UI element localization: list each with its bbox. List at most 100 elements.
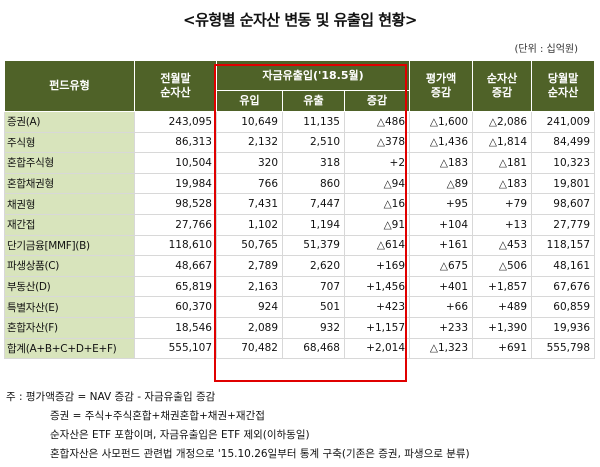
table-cell: 2,510 — [282, 131, 345, 154]
table-row: 단기금융[MMF](B) 118,610 50,765 51,379 △614 +161 △… — [4, 234, 596, 257]
table-row: 파생상품(C) 48,667 2,789 2,620 +169 △675 △506 48,16… — [4, 255, 596, 277]
table-cell: △378 — [343, 131, 411, 154]
table-cell: △16 — [343, 193, 411, 215]
note-line: 주 : 평가액증감 = NAV 증감 - 자금유출입 증감 — [6, 391, 216, 403]
table-cell: 98,528 — [134, 193, 217, 215]
table-cell: 318 — [282, 152, 345, 174]
table-cell: +13 — [472, 213, 533, 236]
table-row: 재간접 27,766 1,102 1,194 △91 +104 +13 27,779 — [4, 213, 596, 236]
table-cell: +169 — [343, 255, 411, 277]
table-cell: 19,984 — [134, 172, 217, 195]
table-cell: 860 — [282, 172, 345, 195]
header-net-change: 증감 — [343, 90, 411, 112]
table-cell: △91 — [343, 213, 411, 236]
table-cell: △453 — [472, 234, 533, 257]
table-cell: 2,789 — [216, 255, 283, 277]
table-cell: 766 — [216, 172, 283, 195]
table-cell: +95 — [409, 193, 474, 215]
row-label: 혼합채권형 — [4, 172, 135, 195]
table-cell: 118,610 — [134, 234, 217, 257]
table-cell: +233 — [409, 316, 474, 339]
note-line: 혼합자산은 사모펀드 관련법 개정으로 '15.10.26일부터 통계 구축(기… — [50, 448, 470, 460]
table-row: 증권(A) 243,095 10,649 11,135 △486 △1,600 △2,086… — [4, 111, 596, 133]
table-cell: 555,107 — [134, 337, 217, 360]
table-cell: 11,135 — [282, 111, 345, 133]
row-label: 혼합자산(F) — [4, 316, 135, 339]
table-cell: +691 — [472, 337, 533, 360]
table-cell: +161 — [409, 234, 474, 257]
table-cell: △181 — [472, 152, 533, 174]
table-cell: △183 — [472, 172, 533, 195]
table-cell: +79 — [472, 193, 533, 215]
note-line: 증권 = 주식+주식혼합+채권혼합+채권+재간접 — [50, 410, 265, 422]
fund-table: 펀드유형 전월말 순자산 자금유출입('18.5월) 평가액 증감 순자산 증감… — [4, 60, 596, 360]
header-net-asset-change: 순자산 증감 — [472, 60, 533, 112]
row-label: 혼합주식형 — [4, 152, 135, 174]
table-cell: 320 — [216, 152, 283, 174]
row-label: 특별자산(E) — [4, 296, 135, 318]
table-cell: 67,676 — [531, 275, 596, 298]
table-cell: △1,814 — [472, 131, 533, 154]
table-row: 혼합자산(F) 18,546 2,089 932 +1,157 +233 +1,390 19,… — [4, 316, 596, 339]
table-cell: 98,607 — [531, 193, 596, 215]
table-cell: 932 — [282, 316, 345, 339]
table-body: 증권(A) 243,095 10,649 11,135 △486 △1,600 △2,086… — [4, 111, 596, 360]
table-cell: 1,194 — [282, 213, 345, 236]
table-cell: 48,667 — [134, 255, 217, 277]
table-cell: △614 — [343, 234, 411, 257]
table-cell: 2,620 — [282, 255, 345, 277]
table-cell: △1,436 — [409, 131, 474, 154]
table-cell: +1,157 — [343, 316, 411, 339]
table-cell: △183 — [409, 152, 474, 174]
table-cell: +104 — [409, 213, 474, 236]
table-cell: 10,323 — [531, 152, 596, 174]
table-cell: 60,370 — [134, 296, 217, 318]
table-cell: +2,014 — [343, 337, 411, 360]
table-cell: 50,765 — [216, 234, 283, 257]
table-cell: 2,089 — [216, 316, 283, 339]
row-label: 재간접 — [4, 213, 135, 236]
row-label: 주식형 — [4, 131, 135, 154]
row-label: 채권형 — [4, 193, 135, 215]
table-cell: 19,801 — [531, 172, 596, 195]
table-cell: 10,649 — [216, 111, 283, 133]
table-cell: △2,086 — [472, 111, 533, 133]
table-row: 합계(A+B+C+D+E+F) 555,107 70,482 68,468 +2,014… — [4, 337, 596, 360]
footnotes: 주 : 평가액증감 = NAV 증감 - 자금유출입 증감 증권 = 주식+주식… — [6, 388, 470, 464]
row-label: 증권(A) — [4, 111, 135, 133]
table-row: 주식형 86,313 2,132 2,510 △378 △1,436 △1,814 84,49… — [4, 131, 596, 154]
table-cell: 1,102 — [216, 213, 283, 236]
table-cell: 18,546 — [134, 316, 217, 339]
header-outflow: 유출 — [282, 90, 345, 112]
table-cell: 118,157 — [531, 234, 596, 257]
table-cell: 60,859 — [531, 296, 596, 318]
row-label: 부동산(D) — [4, 275, 135, 298]
row-label: 합계(A+B+C+D+E+F) — [4, 337, 135, 360]
table-cell: +489 — [472, 296, 533, 318]
table-cell: +2 — [343, 152, 411, 174]
table-cell: +423 — [343, 296, 411, 318]
table-cell: 51,379 — [282, 234, 345, 257]
table-cell: △486 — [343, 111, 411, 133]
table-cell: 27,779 — [531, 213, 596, 236]
header-curr-net: 당월말 순자산 — [531, 60, 596, 112]
header-fund-type: 펀드유형 — [4, 60, 135, 112]
header-flow-group: 자금유출입('18.5월) — [215, 60, 411, 91]
table-cell: 48,161 — [531, 255, 596, 277]
table-cell: 241,009 — [531, 111, 596, 133]
table-cell: △675 — [409, 255, 474, 277]
table-cell: △89 — [409, 172, 474, 195]
table-cell: +66 — [409, 296, 474, 318]
table-cell: 924 — [216, 296, 283, 318]
table-cell: 10,504 — [134, 152, 217, 174]
note-line: 순자산은 ETF 포함이며, 자금유출입은 ETF 제외(이하동일) — [50, 429, 310, 441]
row-label: 파생상품(C) — [4, 255, 135, 277]
table-cell: +1,456 — [343, 275, 411, 298]
table-cell: △1,323 — [409, 337, 474, 360]
table-row: 부동산(D) 65,819 2,163 707 +1,456 +401 +1,857 67,6… — [4, 275, 596, 298]
table-cell: 707 — [282, 275, 345, 298]
header-inflow: 유입 — [216, 90, 283, 112]
table-cell: △94 — [343, 172, 411, 195]
table-cell: +1,390 — [472, 316, 533, 339]
table-cell: 7,447 — [282, 193, 345, 215]
